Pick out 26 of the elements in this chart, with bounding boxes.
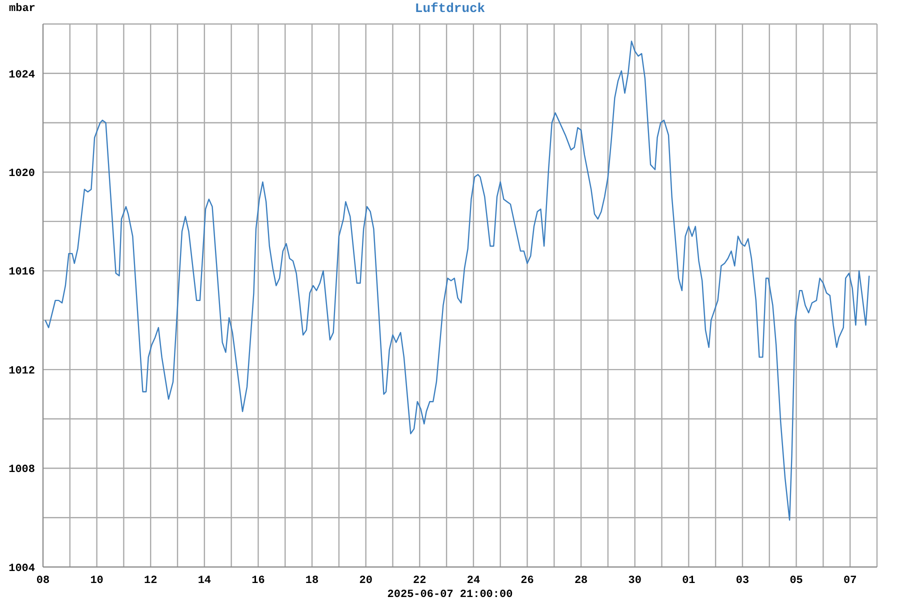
line-series	[44, 40, 870, 521]
x-tick-label: 12	[144, 574, 158, 587]
x-tick-label: 01	[682, 574, 696, 587]
x-tick-label: 14	[198, 574, 212, 587]
y-axis-title: mbar	[9, 3, 36, 15]
x-tick-label: 10	[90, 574, 104, 587]
y-tick-label: 1020	[8, 168, 35, 180]
x-tick-label: 20	[359, 574, 372, 587]
y-tick-label: 1016	[8, 266, 35, 279]
x-tick-label: 05	[790, 574, 804, 587]
chart-title: Luftdruck	[414, 1, 486, 16]
y-tick-label: 1008	[8, 464, 36, 476]
x-tick-label: 30	[628, 574, 642, 587]
y-tick-label: 1004	[8, 562, 36, 575]
x-tick-label: 16	[252, 574, 265, 587]
x-tick-label: 08	[36, 574, 50, 587]
x-tick-label: 18	[305, 574, 320, 587]
y-tick-label: 1012	[8, 365, 35, 378]
x-tick-label: 24	[466, 574, 480, 587]
x-tick-label: 26	[520, 574, 534, 587]
x-tick-label: 22	[413, 574, 426, 587]
text: 2025-06-07 21:00:00	[386, 589, 514, 600]
x-tick-label: 07	[843, 574, 857, 587]
x-tick-label: 03	[736, 574, 750, 587]
x-tick-label: 28	[574, 574, 588, 587]
y-tick-label: 1024	[8, 69, 36, 82]
